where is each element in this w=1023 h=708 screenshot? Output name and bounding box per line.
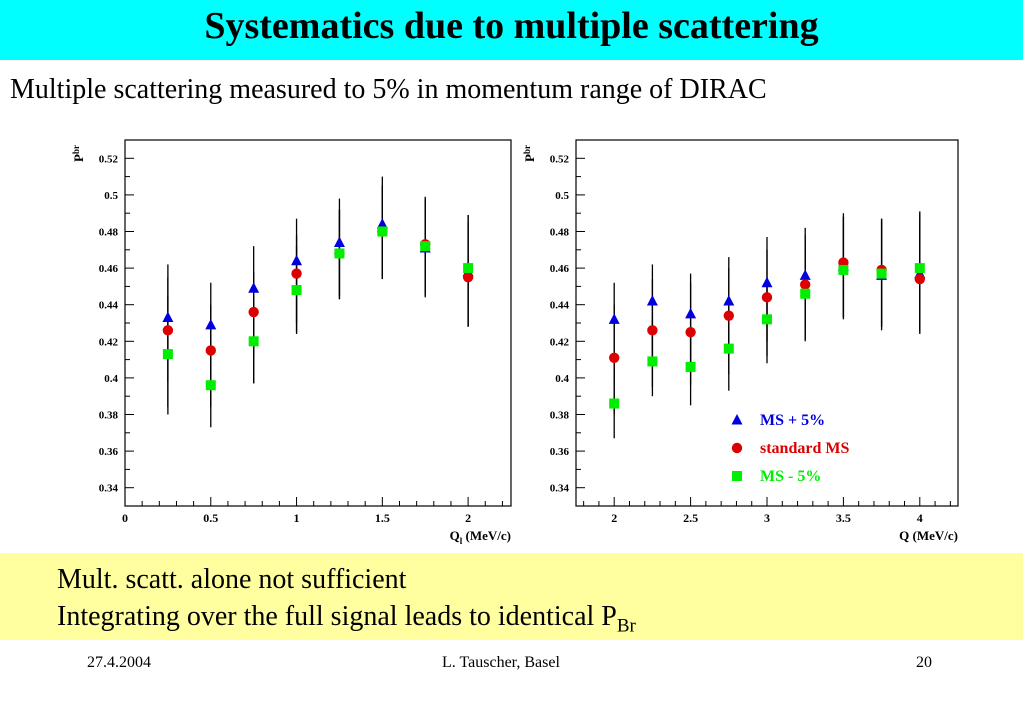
ms-plus-point xyxy=(608,313,620,324)
standard-ms-point xyxy=(248,306,259,318)
x-tick-label: 3 xyxy=(764,511,770,525)
ms-minus-point xyxy=(334,248,345,259)
y-tick-label: 0.36 xyxy=(99,446,119,458)
chart-svg: 0.34 0.36 0.38 0.4 0.42 0.44 0.46 0.48 0.5 0.52 2 2… xyxy=(522,139,959,543)
y-axis-title: Pbr xyxy=(522,145,537,162)
x-tick-label: 0.5 xyxy=(203,511,218,525)
standard-ms-point xyxy=(162,325,174,336)
x-axis-title: Ql (MeV/c) xyxy=(450,528,511,546)
y-tick-label: 0.5 xyxy=(555,190,569,202)
ms-minus-point xyxy=(205,380,216,391)
ms-minus-point xyxy=(377,226,388,237)
ms-plus-point xyxy=(248,282,260,293)
standard-ms-point xyxy=(291,268,302,279)
ms-minus-point xyxy=(876,268,887,279)
ms-minus-point xyxy=(609,398,620,409)
legend-entry: MS + 5% xyxy=(760,412,825,429)
ms-plus-point xyxy=(761,276,773,288)
legend-marker xyxy=(732,471,742,481)
standard-ms-point xyxy=(685,326,696,338)
x-tick-label: 2.5 xyxy=(683,511,698,525)
ms-minus-point xyxy=(723,343,734,354)
right-plot: 0.34 0.36 0.38 0.4 0.42 0.44 0.46 0.48 0.5 0.52 2 2… xyxy=(512,128,962,548)
title-banner xyxy=(0,0,1023,60)
x-tick-label: 2 xyxy=(611,511,617,525)
plot-frame xyxy=(124,139,512,507)
y-tick-label: 0.48 xyxy=(550,227,570,239)
left-plot: 0.34 0.36 0.38 0.4 0.42 0.44 0.46 0.48 0.5 0.52 0 0… xyxy=(62,128,512,548)
x-axis-title: Q (MeV/c) xyxy=(899,528,958,543)
ms-plus-point xyxy=(376,218,388,229)
standard-ms-point xyxy=(914,273,925,285)
y-tick-label: 0.38 xyxy=(550,410,570,422)
y-tick-label: 0.36 xyxy=(550,446,570,458)
x-tick-label: 4 xyxy=(917,511,923,525)
x-tick-label: 2 xyxy=(465,511,471,525)
ms-plus-point xyxy=(333,236,345,247)
y-tick-label: 0.42 xyxy=(550,336,570,348)
ms-minus-point xyxy=(685,361,696,372)
y-tick-label: 0.44 xyxy=(550,300,570,312)
slide-subtitle: Multiple scattering measured to 5% in mo… xyxy=(10,74,767,105)
legend-marker xyxy=(731,414,743,425)
y-tick-label: 0.46 xyxy=(99,263,119,275)
standard-ms-point xyxy=(609,352,620,363)
legend-entry: standard MS xyxy=(760,440,849,457)
conclusion-line-2-text: Integrating over the full signal leads t… xyxy=(57,601,617,632)
y-tick-label: 0.5 xyxy=(104,190,118,202)
y-tick-label: 0.4 xyxy=(555,373,569,385)
legend-marker xyxy=(731,442,743,454)
standard-ms-point xyxy=(462,272,474,283)
ms-plus-point xyxy=(291,254,303,266)
ms-minus-point xyxy=(762,314,772,325)
slide-title: Systematics due to multiple scattering xyxy=(204,5,819,47)
y-tick-label: 0.34 xyxy=(99,483,119,495)
ms-minus-point xyxy=(248,336,259,347)
ms-minus-point xyxy=(162,349,173,360)
x-tick-label: 3.5 xyxy=(836,511,851,525)
ms-minus-point xyxy=(914,263,925,274)
y-tick-label: 0.4 xyxy=(104,373,118,385)
ms-plus-point xyxy=(685,307,697,319)
ms-minus-point xyxy=(838,264,849,275)
y-tick-label: 0.52 xyxy=(550,153,570,165)
footer-page-number: 20 xyxy=(916,654,932,671)
standard-ms-point xyxy=(800,279,811,290)
legend-entry: MS - 5% xyxy=(760,468,821,485)
y-tick-label: 0.38 xyxy=(99,410,119,422)
conclusion-box xyxy=(0,553,1023,640)
y-tick-label: 0.42 xyxy=(99,336,119,348)
chart-svg: 0.340.360.380.40.420.440.460.480.50.520 0… xyxy=(71,139,512,546)
ms-minus-point xyxy=(291,285,302,296)
x-tick-label: 1 xyxy=(294,511,300,525)
y-tick-label: 0.46 xyxy=(550,263,570,275)
ms-plus-point xyxy=(162,311,174,323)
ms-minus-point xyxy=(420,241,431,252)
conclusion-line-1: Mult. scatt. alone not sufficient xyxy=(57,564,407,595)
ms-plus-point xyxy=(205,318,217,330)
y-tick-label: 0.52 xyxy=(99,153,119,165)
standard-ms-point xyxy=(723,310,734,321)
conclusion-line-2-sub: Br xyxy=(616,615,636,637)
ms-minus-point xyxy=(647,356,658,367)
x-tick-label: 1.5 xyxy=(375,511,390,525)
footer-author: L. Tauscher, Basel xyxy=(442,654,560,671)
standard-ms-point xyxy=(647,325,658,336)
ms-minus-point xyxy=(800,288,811,299)
y-tick-label: 0.34 xyxy=(550,483,570,495)
ms-plus-point xyxy=(646,295,658,306)
y-tick-label: 0.48 xyxy=(99,227,119,239)
ms-plus-point xyxy=(723,295,735,306)
y-axis-title: Pbr xyxy=(71,145,86,162)
footer-date: 27.4.2004 xyxy=(87,654,151,671)
x-tick-label: 0 xyxy=(122,511,128,525)
standard-ms-point xyxy=(761,292,773,303)
ms-minus-point xyxy=(463,263,474,274)
conclusion-line-2: Integrating over the full signal leads t… xyxy=(57,601,636,638)
y-tick-label: 0.44 xyxy=(99,300,119,312)
standard-ms-point xyxy=(205,345,216,356)
ms-plus-point xyxy=(799,269,811,280)
